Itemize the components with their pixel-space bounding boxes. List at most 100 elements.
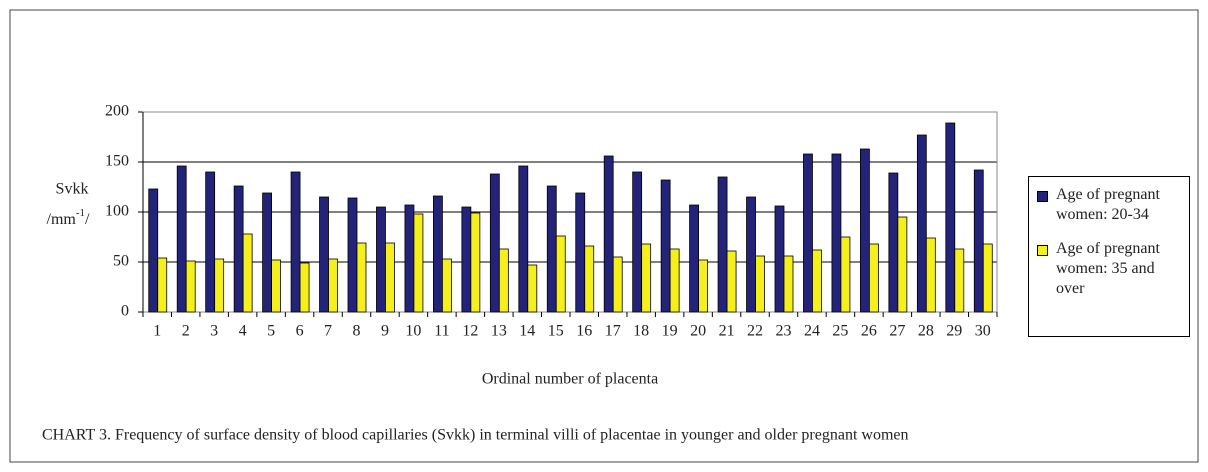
bar	[945, 122, 956, 313]
legend-entry: Age of pregnant women: 35 and over	[1035, 239, 1183, 299]
bar	[575, 192, 586, 313]
x-tick-label: 24	[804, 323, 820, 340]
y-axis-label: Svkk	[56, 181, 89, 198]
bar	[916, 134, 927, 313]
x-tick-label: 2	[182, 323, 190, 340]
bar	[214, 258, 225, 313]
bar	[774, 205, 785, 313]
bar	[328, 258, 338, 313]
x-tick-label: 14	[519, 323, 535, 340]
x-tick-label: 13	[491, 323, 507, 340]
x-tick-label: 7	[324, 323, 332, 340]
y-tick-label: 50	[113, 253, 129, 270]
bar	[404, 204, 415, 313]
x-tick-label: 26	[861, 323, 877, 340]
bar	[726, 250, 737, 313]
bar	[233, 185, 244, 313]
bar	[205, 171, 216, 313]
bar	[319, 196, 329, 313]
bar	[632, 171, 643, 313]
bar	[498, 248, 509, 313]
bar	[290, 171, 301, 313]
x-tick-label: 22	[747, 323, 763, 340]
x-tick-label: 15	[548, 323, 564, 340]
bar	[698, 259, 708, 313]
bar	[527, 264, 538, 313]
x-axis-label: Ordinal number of placenta	[482, 371, 658, 388]
x-tick-label: 11	[434, 323, 449, 340]
x-tick-label: 4	[239, 323, 247, 340]
bar	[385, 242, 395, 313]
bar	[840, 236, 851, 313]
legend-entry: Age of pregnant women: 20-34	[1035, 185, 1183, 225]
y-tick-label: 100	[105, 203, 129, 220]
bar	[669, 248, 680, 313]
x-tick-label: 17	[605, 323, 621, 340]
bar	[689, 204, 699, 313]
bar	[973, 169, 984, 313]
x-tick-label: 23	[776, 323, 792, 340]
bar	[413, 213, 424, 313]
bar	[660, 179, 671, 313]
y-tick-label: 150	[105, 153, 129, 170]
bar	[441, 258, 452, 313]
bar	[612, 256, 623, 313]
legend-swatch	[1037, 191, 1048, 202]
bar	[641, 243, 652, 313]
bar	[812, 249, 822, 313]
bar	[176, 165, 187, 313]
x-tick-label: 18	[633, 323, 649, 340]
bar	[888, 172, 899, 313]
bar	[461, 206, 472, 313]
bar	[489, 173, 500, 313]
bar	[603, 155, 614, 313]
x-tick-label: 27	[889, 323, 905, 340]
unit-sup: -1	[76, 207, 85, 219]
x-tick-label: 3	[210, 323, 218, 340]
bar	[925, 237, 936, 313]
legend-label: Age of pregnant women: 35 and over	[1056, 240, 1160, 297]
x-tick-label: 29	[946, 323, 962, 340]
bar	[148, 188, 159, 313]
y-tick-label: 0	[121, 303, 129, 320]
bar	[157, 257, 168, 313]
bar	[982, 243, 993, 313]
bar	[347, 197, 358, 313]
bar	[518, 165, 529, 313]
bar	[954, 248, 965, 313]
x-tick-label: 10	[405, 323, 421, 340]
outer-border	[9, 9, 1199, 463]
x-tick-label: 20	[690, 323, 706, 340]
unit-end: /	[85, 211, 90, 228]
bar	[717, 176, 728, 313]
bar	[262, 192, 273, 313]
x-tick-label: 19	[662, 323, 678, 340]
bar	[432, 195, 443, 313]
bar	[356, 242, 367, 313]
x-tick-label: 16	[576, 323, 592, 340]
y-tick-label: 200	[105, 103, 129, 120]
x-tick-label: 8	[353, 323, 361, 340]
bar	[376, 206, 386, 313]
bar	[897, 216, 908, 313]
bar	[803, 153, 813, 313]
unit-base: /mm	[47, 211, 77, 228]
legend-label: Age of pregnant women: 20-34	[1056, 186, 1160, 223]
bar	[185, 260, 196, 313]
x-tick-label: 28	[918, 323, 934, 340]
x-tick-label: 21	[719, 323, 735, 340]
bar	[831, 153, 842, 313]
bar	[470, 212, 481, 313]
x-tick-label: 25	[832, 323, 848, 340]
bar	[755, 255, 765, 313]
bar	[746, 196, 756, 313]
bar	[584, 245, 595, 313]
bar	[242, 233, 253, 313]
y-axis-unit: /mm-1/	[47, 207, 91, 228]
bar	[546, 185, 557, 313]
legend-swatch	[1037, 245, 1048, 256]
x-tick-label: 1	[153, 323, 161, 340]
legend: Age of pregnant women: 20-34 Age of pregn…	[1028, 176, 1190, 337]
